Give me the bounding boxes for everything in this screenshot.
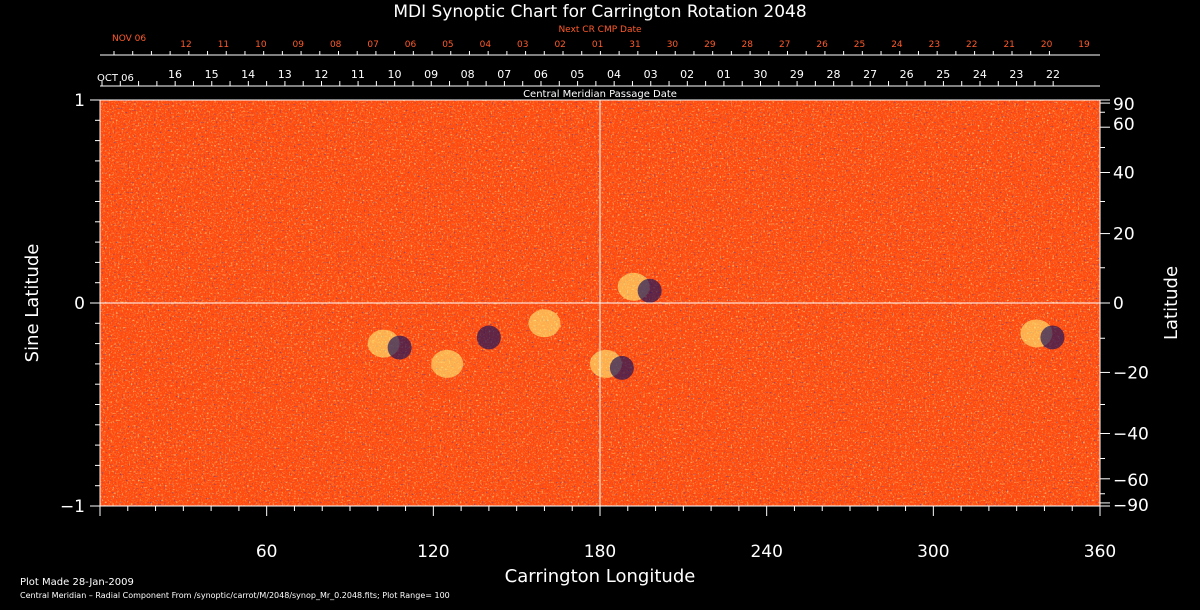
cmp-day-label: 28: [827, 68, 841, 81]
y-left-axis-tick-label: 1: [74, 91, 85, 111]
cmp-day-label: 11: [351, 68, 365, 81]
cmp-day-label: 05: [570, 68, 584, 81]
next-cr-day-label: 11: [218, 40, 229, 50]
x-axis-tick-label: 300: [917, 542, 949, 562]
y-left-axis-tick-label: −1: [60, 497, 85, 517]
next-cr-day-label: 25: [854, 40, 865, 50]
cmp-day-label: 03: [644, 68, 658, 81]
plot-made-note: Plot Made 28-Jan-2009: [20, 577, 134, 588]
cmp-day-label: 12: [314, 68, 328, 81]
next-cr-day-label: 26: [816, 40, 828, 50]
next-cr-day-label: 23: [929, 40, 940, 50]
next-cr-day-label: 08: [330, 40, 342, 50]
active-region-negative-0: [387, 335, 412, 360]
cmp-day-label: 13: [278, 68, 292, 81]
cmp-day-label: 26: [900, 68, 914, 81]
next-cr-day-label: 12: [180, 40, 191, 50]
next-cr-axis-title: Next CR CMP Date: [558, 25, 642, 35]
active-regions: [367, 272, 1065, 380]
next-cr-day-label: 04: [480, 40, 492, 50]
next-cr-day-label: 10: [255, 40, 267, 50]
cmp-day-label: 10: [388, 68, 402, 81]
y-left-axis-label: Sine Latitude: [22, 244, 43, 363]
y-right-axis-tick-label: −40: [1113, 424, 1149, 444]
active-region-negative-5: [637, 278, 662, 303]
x-axis-tick-label: 180: [584, 542, 616, 562]
next-cr-day-label: 24: [891, 40, 903, 50]
x-axis: 60 120 180 240 300 360: [99, 506, 1116, 562]
x-axis-tick-label: 60: [256, 542, 278, 562]
cmp-day-label: 08: [461, 68, 475, 81]
x-axis-tick-label: 240: [750, 542, 782, 562]
y-right-axis-tick-label: −90: [1113, 496, 1149, 516]
cmp-ticks: 16 15 14 13 12 11 10 09 08 07 06 05 04 03 02 01 30 29 28 27…: [101, 68, 1060, 86]
y-right-axis-tick-label: 20: [1113, 225, 1135, 245]
cmp-day-label: 25: [936, 68, 950, 81]
active-region-negative-6: [1040, 325, 1065, 350]
cmp-day-label: 15: [205, 68, 219, 81]
cmp-day-label: 29: [790, 68, 804, 81]
chart-description-note: Central Meridian – Radial Component From…: [20, 591, 450, 600]
cmp-day-label: 30: [753, 68, 767, 81]
cmp-day-label: 23: [1009, 68, 1023, 81]
next-cr-day-label: 03: [517, 40, 528, 50]
cmp-month-label: OCT 06: [97, 73, 134, 84]
x-axis-tick-label: 120: [417, 542, 449, 562]
cmp-day-label: 01: [717, 68, 731, 81]
active-region-positive-3: [528, 309, 561, 338]
cmp-day-label: 06: [534, 68, 548, 81]
next-cr-day-label: 20: [1041, 40, 1053, 50]
cmp-day-label: 04: [607, 68, 621, 81]
next-cr-day-label: 22: [966, 40, 977, 50]
y-left-axis: −1 0 1: [60, 91, 100, 517]
cmp-day-label: 24: [973, 68, 987, 81]
next-cr-day-label: 09: [293, 40, 305, 50]
next-cr-ticks: 12 11 10 09 08 07 06 05 04 03 02 01 31 30 29 28 27 26 25 24…: [113, 40, 1090, 55]
next-cr-day-label: 30: [667, 40, 679, 50]
x-axis-label: Carrington Longitude: [505, 566, 696, 587]
y-right-axis-tick-label: −60: [1113, 471, 1149, 491]
next-cr-day-label: 28: [742, 40, 754, 50]
active-region-positive-1: [431, 349, 464, 378]
cmp-day-label: 14: [241, 68, 255, 81]
next-cr-day-label: 06: [405, 40, 417, 50]
y-right-axis-tick-label: −20: [1113, 363, 1149, 383]
y-right-axis-tick-label: 90: [1113, 95, 1135, 115]
y-right-axis-label: Latitude: [1161, 266, 1182, 340]
cmp-day-label: 27: [863, 68, 877, 81]
next-cr-day-label: 07: [367, 40, 378, 50]
y-left-axis-tick-label: 0: [74, 294, 85, 314]
cmp-day-label: 07: [497, 68, 511, 81]
next-cr-month-label: NOV 06: [112, 34, 146, 44]
cmp-day-label: 16: [168, 68, 182, 81]
next-cr-day-label: 21: [1003, 40, 1014, 50]
cmp-day-label: 22: [1046, 68, 1060, 81]
y-right-axis-tick-label: 40: [1113, 164, 1135, 184]
cmp-day-label: 09: [424, 68, 438, 81]
cmp-axis-title: Central Meridian Passage Date: [523, 89, 677, 100]
next-cr-day-label: 19: [1078, 40, 1090, 50]
cmp-day-label: 02: [680, 68, 694, 81]
active-region-negative-4: [609, 355, 634, 380]
next-cr-day-label: 31: [629, 40, 640, 50]
y-right-axis-tick-label: 0: [1113, 294, 1124, 314]
next-cr-day-label: 02: [554, 40, 565, 50]
y-right-axis-tick-label: 60: [1113, 115, 1135, 135]
next-cr-day-label: 27: [779, 40, 790, 50]
next-cr-day-label: 05: [442, 40, 453, 50]
next-cr-day-label: 29: [704, 40, 716, 50]
chart-title: MDI Synoptic Chart for Carrington Rotati…: [393, 2, 806, 22]
active-region-negative-2: [476, 325, 501, 350]
x-axis-tick-label: 360: [1084, 542, 1116, 562]
next-cr-day-label: 01: [592, 40, 603, 50]
